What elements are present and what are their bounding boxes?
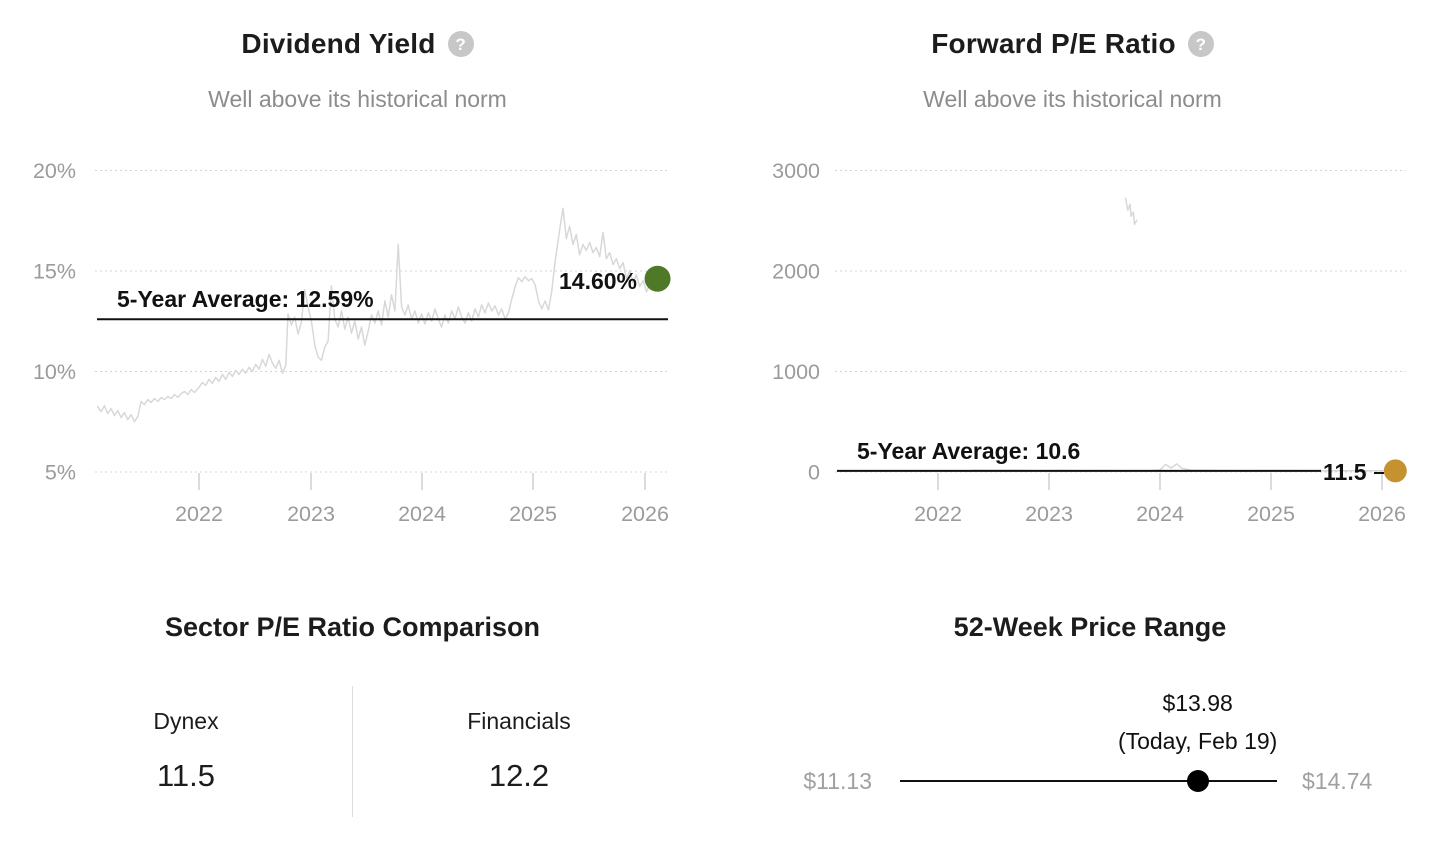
- sector-company-label: Dynex: [153, 708, 219, 734]
- current-value-label: 11.5: [1323, 459, 1367, 485]
- charts-canvas: 20% 15% 10% 5% 2022 2023 2024 2025 2026 …: [33, 159, 1407, 526]
- sector-company-value: 11.5: [156, 758, 216, 793]
- y-tick-label: 2000: [772, 260, 820, 284]
- help-icon[interactable]: ?: [1187, 31, 1214, 57]
- y-tick-label: 3000: [772, 159, 820, 183]
- forward-pe-subtitle: Well above its historical norm: [923, 86, 1222, 112]
- x-tick-label: 2025: [1247, 502, 1295, 526]
- y-tick-label: 20%: [33, 159, 76, 183]
- forward-pe-series-spike: [1124, 197, 1138, 226]
- x-tick-label: 2024: [398, 502, 446, 526]
- price-range-current-date: (Today, Feb 19): [1117, 728, 1278, 754]
- price-range-track: [900, 780, 1277, 782]
- dividend-yield-subtitle: Well above its historical norm: [208, 86, 507, 112]
- current-value-dot[interactable]: [1383, 459, 1407, 483]
- sector-pe-comparison-title: Sector P/E Ratio Comparison: [164, 612, 541, 642]
- sector-industry-value: 12.2: [488, 758, 550, 793]
- x-tick-label: 2023: [287, 502, 335, 526]
- dividend-yield-title-row: Dividend Yield ?: [0, 28, 715, 60]
- forward-pe-chart[interactable]: 3000 2000 1000 0 2022 2023 2024 2025 202…: [772, 159, 1407, 526]
- x-tick-label: 2026: [621, 502, 669, 526]
- price-range-low-label: $11.13: [803, 768, 872, 794]
- price-range-high-label: $14.74: [1302, 768, 1373, 794]
- average-label: 5-Year Average: 12.59%: [117, 286, 374, 312]
- y-tick-label: 5%: [45, 461, 76, 485]
- current-value-label: 14.60%: [559, 268, 637, 294]
- x-tick-label: 2024: [1136, 502, 1184, 526]
- y-tick-label: 15%: [33, 260, 76, 284]
- x-tick-label: 2022: [175, 502, 223, 526]
- current-value-dot[interactable]: [644, 265, 671, 292]
- forward-pe-title-row: Forward P/E Ratio ?: [715, 28, 1430, 60]
- y-tick-label: 10%: [33, 360, 76, 384]
- x-tick-label: 2023: [1025, 502, 1073, 526]
- forward-pe-title: Forward P/E Ratio: [931, 28, 1176, 59]
- average-label: 5-Year Average: 10.6: [857, 438, 1080, 464]
- y-tick-label: 1000: [772, 360, 820, 384]
- y-tick-label: 0: [808, 461, 820, 485]
- help-icon[interactable]: ?: [447, 31, 474, 57]
- dividend-yield-chart[interactable]: 20% 15% 10% 5% 2022 2023 2024 2025 2026 …: [33, 159, 671, 526]
- x-tick-label: 2026: [1358, 502, 1406, 526]
- price-range-title: 52-Week Price Range: [953, 612, 1227, 642]
- price-range-marker[interactable]: [1186, 770, 1209, 792]
- sector-industry-label: Financials: [467, 708, 571, 734]
- price-range-current-value: $13.98: [1162, 690, 1233, 716]
- dividend-yield-title: Dividend Yield: [241, 28, 436, 59]
- x-tick-label: 2022: [914, 502, 962, 526]
- x-tick-label: 2025: [509, 502, 557, 526]
- dividend-yield-series-line: [96, 207, 659, 423]
- column-divider: [352, 686, 353, 817]
